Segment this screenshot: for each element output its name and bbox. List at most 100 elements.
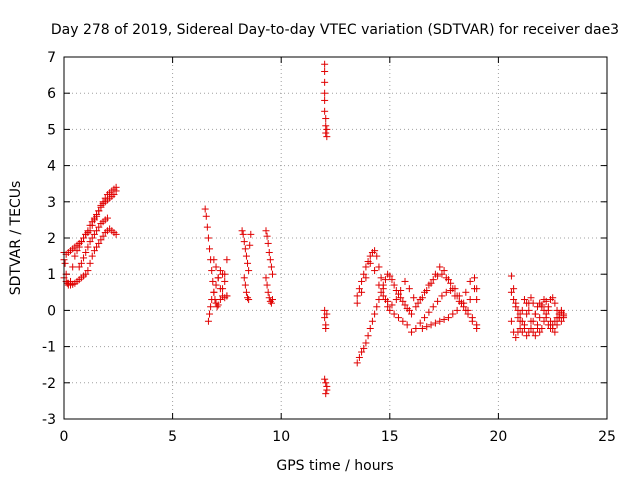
- data-point: [264, 239, 272, 247]
- data-point: [527, 325, 535, 332]
- data-point: [266, 256, 274, 264]
- data-point: [269, 270, 277, 278]
- data-point: [262, 274, 270, 282]
- data-point: [214, 274, 222, 282]
- data-point: [416, 319, 424, 327]
- data-point: [209, 277, 217, 285]
- data-point: [95, 223, 103, 231]
- data-point: [547, 317, 555, 325]
- data-point: [405, 285, 413, 293]
- data-point: [360, 270, 368, 278]
- data-point: [77, 259, 85, 267]
- data-point: [75, 263, 83, 271]
- data-point: [223, 292, 231, 300]
- y-tick-label: -2: [42, 376, 56, 392]
- data-point: [97, 236, 105, 244]
- data-point: [544, 306, 552, 314]
- data-point: [397, 286, 405, 294]
- data-point: [88, 218, 96, 226]
- x-tick-label: 10: [272, 429, 290, 445]
- data-point: [93, 210, 101, 218]
- data-point: [375, 263, 383, 271]
- data-point: [512, 303, 520, 311]
- data-point: [321, 60, 329, 68]
- data-point: [90, 214, 98, 222]
- data-point: [321, 107, 329, 115]
- data-point: [82, 270, 90, 278]
- data-point: [216, 285, 224, 293]
- data-point: [384, 297, 392, 305]
- data-point: [410, 294, 418, 302]
- data-point: [223, 256, 231, 264]
- data-point: [206, 310, 214, 318]
- data-point: [373, 303, 381, 311]
- data-point: [323, 386, 331, 394]
- data-point: [427, 321, 435, 329]
- data-point: [86, 238, 94, 246]
- data-point: [112, 230, 120, 238]
- data-point: [366, 325, 374, 332]
- data-point: [473, 325, 481, 332]
- data-point: [427, 279, 435, 287]
- data-point: [323, 133, 331, 141]
- data-point: [373, 252, 381, 260]
- data-point: [263, 232, 271, 240]
- data-point: [442, 288, 450, 296]
- data-point: [507, 288, 515, 296]
- data-point: [71, 252, 79, 260]
- data-point: [206, 245, 214, 253]
- data-point: [202, 212, 210, 220]
- data-point: [436, 317, 444, 325]
- data-point: [245, 267, 253, 275]
- data-points: [60, 60, 568, 398]
- data-point: [95, 207, 103, 215]
- data-point: [394, 290, 402, 298]
- data-point: [403, 321, 411, 329]
- data-point: [216, 296, 224, 304]
- data-point: [507, 317, 515, 325]
- data-point: [553, 321, 561, 329]
- data-point: [264, 288, 272, 296]
- data-point: [438, 270, 446, 278]
- data-point: [204, 317, 212, 325]
- data-point: [265, 248, 273, 256]
- data-point: [473, 285, 481, 293]
- data-point: [353, 299, 361, 307]
- data-point: [355, 285, 363, 293]
- data-point: [540, 317, 548, 325]
- data-point: [473, 296, 481, 304]
- data-point: [86, 259, 94, 267]
- data-point: [449, 285, 457, 293]
- data-point: [103, 214, 111, 222]
- data-point: [90, 230, 98, 238]
- data-point: [362, 339, 370, 347]
- data-point: [551, 328, 559, 336]
- data-point: [401, 301, 409, 309]
- data-point: [241, 281, 249, 289]
- data-point: [82, 248, 90, 256]
- data-point: [244, 259, 252, 267]
- data-point: [388, 301, 396, 309]
- data-point: [321, 78, 329, 86]
- data-point: [201, 205, 209, 213]
- data-point: [542, 314, 550, 322]
- data-point: [95, 239, 103, 247]
- grid: [64, 57, 607, 419]
- data-point: [394, 314, 402, 322]
- data-point: [322, 129, 330, 137]
- data-point: [238, 227, 246, 235]
- data-point: [216, 267, 224, 275]
- data-point: [242, 288, 250, 296]
- data-point: [322, 115, 330, 123]
- data-point: [88, 234, 96, 242]
- data-point: [84, 267, 92, 275]
- data-point: [267, 263, 275, 271]
- data-point: [321, 375, 329, 383]
- data-point: [322, 390, 330, 398]
- data-point: [444, 276, 452, 284]
- data-point: [82, 230, 90, 238]
- data-point: [269, 296, 277, 304]
- data-point: [429, 303, 437, 311]
- x-tick-label: 0: [60, 429, 69, 445]
- data-point: [434, 297, 442, 305]
